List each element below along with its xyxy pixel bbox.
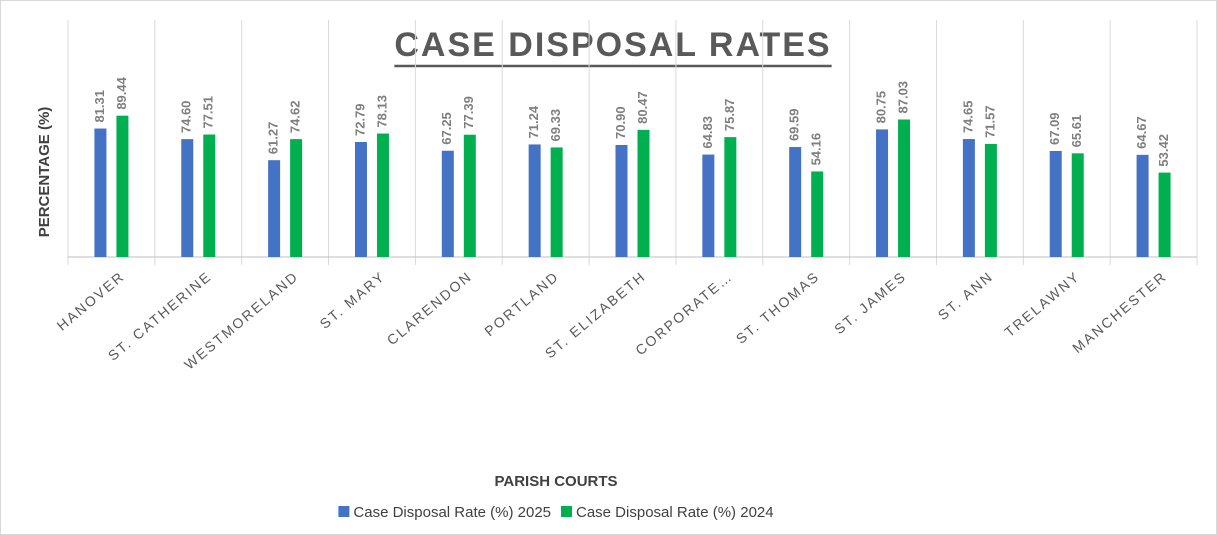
data-label: 64.67	[1134, 116, 1149, 149]
x-tick-label: HANOVER	[54, 268, 128, 334]
bar	[528, 144, 541, 257]
x-tick-label: ST. THOMAS	[733, 268, 823, 347]
bar	[290, 139, 303, 257]
x-tick-label: PORTLAND	[481, 268, 562, 339]
data-label: 87.03	[895, 81, 910, 114]
bar	[702, 154, 715, 257]
legend-label: Case Disposal Rate (%) 2024	[576, 504, 774, 521]
data-label: 67.25	[439, 112, 454, 145]
data-label: 80.47	[635, 91, 650, 124]
data-label: 74.62	[288, 101, 303, 134]
bar	[116, 115, 129, 257]
bar	[789, 147, 802, 257]
legend-label: Case Disposal Rate (%) 2025	[353, 504, 551, 521]
x-tick-label: ST. JAMES	[831, 268, 909, 337]
data-label: 74.65	[960, 101, 975, 134]
bar	[1158, 172, 1171, 257]
data-label: 69.59	[787, 109, 802, 142]
x-tick-label: CORPORATE…	[632, 268, 735, 358]
bar	[268, 160, 281, 257]
data-label: 81.31	[92, 90, 107, 123]
chart-title: CASE DISPOSAL RATES	[394, 26, 831, 64]
data-label: 75.87	[722, 99, 737, 132]
data-label: 70.90	[613, 106, 628, 139]
data-label: 78.13	[374, 95, 389, 128]
data-label: 74.60	[179, 101, 194, 134]
data-label: 61.27	[266, 122, 281, 155]
data-label: 53.42	[1156, 134, 1171, 167]
data-label: 77.51	[201, 96, 216, 129]
data-label: 54.16	[809, 133, 824, 166]
data-label: 71.24	[526, 105, 541, 138]
x-tick-label: CLARENDON	[384, 268, 475, 348]
bar	[1071, 153, 1084, 257]
legend-swatch	[338, 506, 350, 517]
bar	[984, 143, 997, 257]
data-label: 65.61	[1069, 115, 1084, 148]
bar	[441, 150, 454, 257]
x-tick-label: MANCHESTER	[1069, 268, 1170, 356]
data-label: 77.39	[461, 96, 476, 129]
bar	[962, 139, 975, 257]
data-label: 89.44	[114, 76, 129, 109]
bar	[615, 144, 628, 257]
x-axis-title: PARISH COURTS	[494, 473, 617, 490]
data-label: 80.75	[873, 91, 888, 124]
bar	[724, 137, 737, 257]
bar	[876, 129, 889, 257]
bar	[203, 134, 216, 257]
data-label: 69.33	[548, 109, 563, 142]
bar	[1049, 150, 1062, 257]
data-label: 64.83	[700, 116, 715, 149]
bar	[898, 119, 911, 257]
x-tick-label: ST. ANN	[935, 268, 997, 323]
x-tick-label: ST. MARY	[316, 268, 388, 332]
bar	[354, 141, 367, 257]
bar	[550, 147, 563, 257]
data-label: 72.79	[352, 103, 367, 136]
bar	[1136, 154, 1149, 257]
bar	[463, 134, 476, 257]
data-label: 67.09	[1047, 112, 1062, 145]
bar	[94, 128, 107, 257]
data-label: 71.57	[982, 105, 997, 138]
y-axis-title: PERCENTAGE (%)	[36, 107, 53, 238]
bar	[376, 133, 389, 257]
bar	[637, 129, 650, 257]
bar	[181, 139, 194, 257]
legend-swatch	[561, 506, 572, 517]
bar	[811, 171, 824, 257]
x-tick-label: TRELAWNY	[1001, 268, 1083, 340]
